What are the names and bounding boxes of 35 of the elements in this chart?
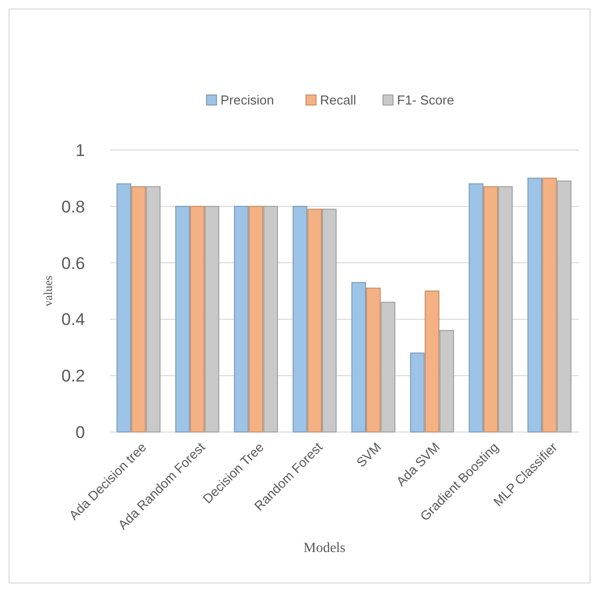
y-tick-label: 0.2 [61, 366, 85, 386]
bar [366, 288, 381, 432]
bar [307, 208, 322, 432]
legend-label: Recall [320, 92, 356, 108]
bar [292, 206, 308, 432]
bar [234, 206, 249, 432]
bar [175, 206, 190, 432]
bar [131, 186, 146, 432]
bar [410, 352, 425, 432]
bar [542, 178, 557, 432]
y-axis-title: values [41, 275, 55, 306]
bar [190, 206, 205, 432]
bar [527, 178, 542, 432]
bar [468, 183, 484, 432]
bar [263, 206, 278, 432]
bar [322, 208, 337, 432]
y-tick-label: 0.4 [61, 310, 85, 330]
legend-label: F1- Score [397, 92, 454, 108]
bar [483, 186, 498, 432]
y-tick-label: 1 [76, 140, 85, 160]
y-tick-label: 0.6 [61, 254, 85, 273]
bar [351, 282, 366, 432]
bar [146, 186, 161, 432]
y-tick-label: 0.8 [61, 197, 85, 216]
bar [116, 183, 132, 432]
bar [498, 186, 513, 432]
bar [248, 206, 264, 432]
x-axis-title: Models [304, 541, 346, 556]
bar [380, 302, 396, 432]
bar [204, 206, 220, 432]
bar [556, 180, 572, 432]
legend-label: Precision [220, 92, 274, 108]
bar [439, 330, 454, 432]
bar [424, 290, 440, 432]
y-tick-label: 0 [76, 422, 85, 442]
